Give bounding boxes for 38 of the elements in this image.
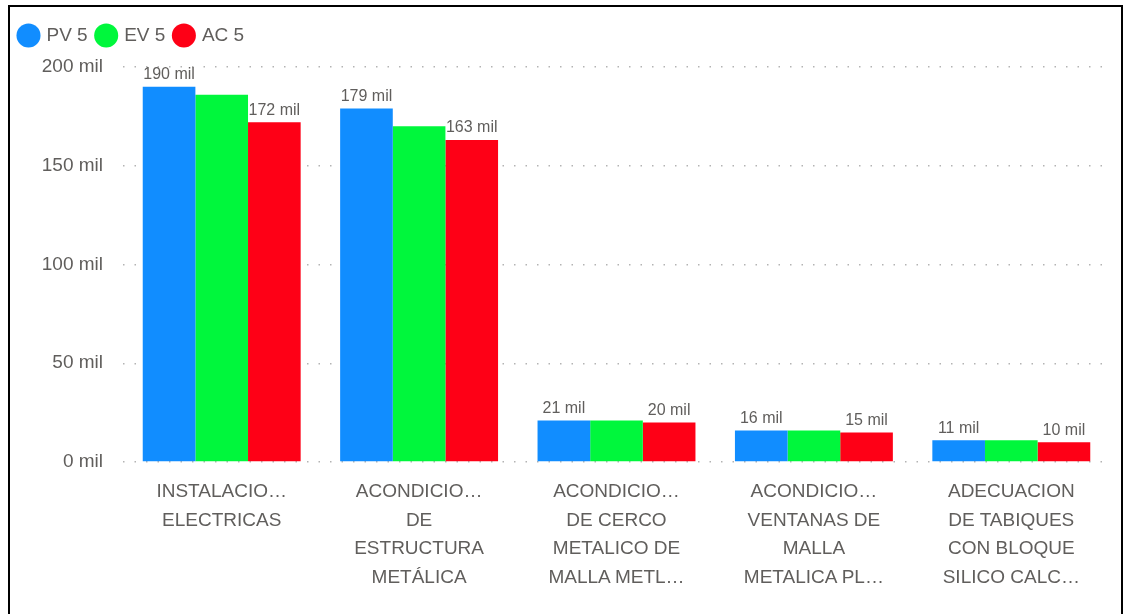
- bar: [932, 440, 985, 462]
- data-label: 15 mil: [845, 410, 888, 428]
- x-tick-label: ACONDICIO… VENTANAS DE MALLA METALICA PL…: [743, 480, 884, 587]
- bar: [787, 430, 841, 462]
- bar: [248, 122, 301, 462]
- bar: [984, 440, 1038, 462]
- x-tick-label: INSTALACIO… ELECTRICAS: [156, 480, 287, 530]
- bar: [1037, 442, 1091, 462]
- x-tick-label: ACONDICIO… DE CERCO METALICO DE MALLA METL…: [548, 480, 685, 587]
- bar: [734, 430, 788, 462]
- bar: [340, 108, 393, 462]
- bar: [840, 432, 893, 462]
- bar: [642, 422, 696, 462]
- legend-label: AC 5: [201, 23, 245, 45]
- data-label: 190 mil: [143, 65, 195, 83]
- data-label: 20 mil: [647, 400, 691, 418]
- y-tick-label: 100 mil: [41, 252, 103, 274]
- data-label: 16 mil: [739, 408, 783, 426]
- bar: [590, 420, 643, 462]
- data-label: 10 mil: [1042, 420, 1086, 438]
- bar: [142, 86, 196, 462]
- data-label: 163 mil: [445, 118, 498, 136]
- data-label: 179 mil: [340, 86, 393, 104]
- bar: [537, 420, 591, 462]
- y-tick-label: 0 mil: [62, 450, 103, 472]
- legend-label: EV 5: [124, 23, 166, 45]
- bar: [445, 140, 499, 462]
- bar: [392, 126, 446, 462]
- x-tick-label: ADECUACION DE TABIQUES CON BLOQUE SILICO CALC…: [942, 480, 1080, 587]
- y-tick-label: 150 mil: [41, 153, 103, 175]
- x-tick-label: ACONDICIO… DE ESTRUCTURA METÁLICA: [354, 480, 485, 587]
- y-tick-label: 50 mil: [52, 351, 103, 373]
- data-label: 11 mil: [937, 418, 980, 436]
- data-label: 172 mil: [248, 100, 301, 118]
- legend-label: PV 5: [46, 23, 88, 45]
- y-tick-label: 200 mil: [41, 55, 103, 77]
- bar: [195, 94, 249, 462]
- data-label: 21 mil: [542, 398, 586, 416]
